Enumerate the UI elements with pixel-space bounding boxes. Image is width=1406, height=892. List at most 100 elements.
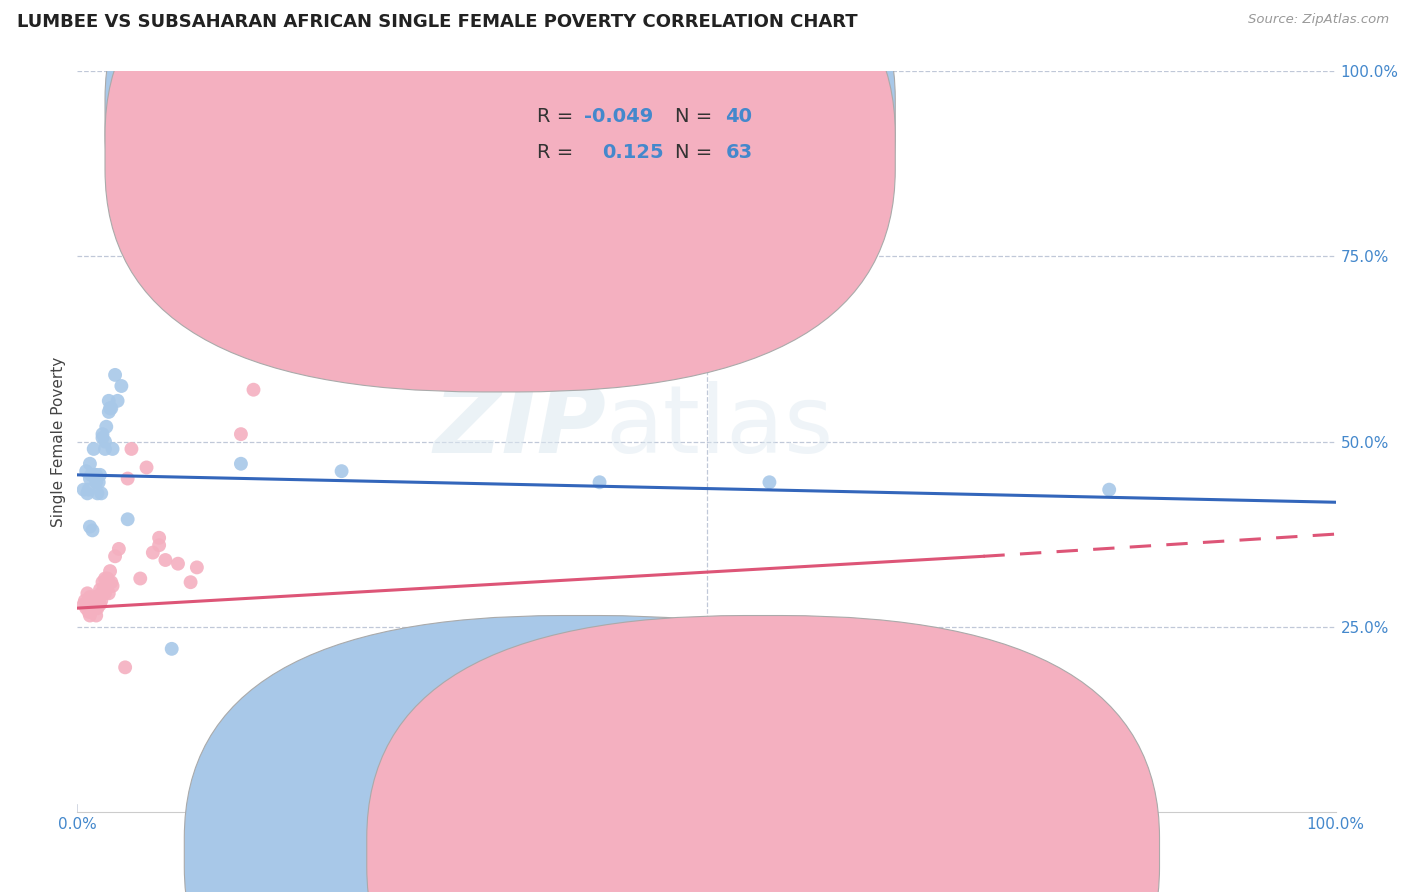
Point	[110, 379, 132, 393]
Point	[76, 486, 98, 500]
Point	[84, 608, 107, 623]
Point	[280, 698, 302, 712]
Point	[96, 419, 118, 434]
Point	[180, 575, 202, 590]
Point	[330, 464, 353, 478]
Point	[83, 598, 105, 612]
Point	[91, 431, 114, 445]
Point	[83, 442, 105, 456]
Point	[1098, 483, 1121, 497]
Point	[94, 572, 117, 586]
Point	[79, 457, 101, 471]
Point	[87, 590, 110, 604]
Point	[142, 546, 165, 560]
Point	[167, 557, 190, 571]
Point	[79, 471, 101, 485]
Point	[77, 483, 100, 497]
Text: 0.125: 0.125	[602, 143, 664, 161]
Point	[229, 457, 252, 471]
Point	[96, 579, 118, 593]
Point	[98, 564, 121, 578]
Point	[89, 598, 111, 612]
Point	[456, 698, 478, 712]
FancyBboxPatch shape	[105, 0, 896, 392]
Point	[79, 519, 101, 533]
Point	[148, 538, 170, 552]
Point	[101, 442, 124, 456]
Point	[80, 467, 103, 482]
Point	[86, 486, 108, 500]
Point	[160, 641, 183, 656]
Y-axis label: Single Female Poverty: Single Female Poverty	[51, 357, 66, 526]
Text: R =: R =	[537, 143, 579, 161]
Point	[77, 605, 100, 619]
Point	[97, 393, 120, 408]
Point	[80, 598, 103, 612]
Point	[186, 212, 208, 227]
Text: N =: N =	[675, 107, 718, 126]
Point	[94, 586, 117, 600]
Point	[91, 586, 114, 600]
Point	[82, 524, 104, 538]
Point	[107, 393, 129, 408]
Point	[135, 460, 157, 475]
Point	[84, 590, 107, 604]
Point	[86, 593, 108, 607]
Point	[93, 582, 115, 597]
Text: N =: N =	[675, 143, 718, 161]
FancyBboxPatch shape	[184, 615, 977, 892]
Point	[82, 601, 104, 615]
Point	[186, 560, 208, 574]
Point	[83, 601, 105, 615]
Point	[76, 586, 98, 600]
Point	[117, 512, 139, 526]
Point	[148, 531, 170, 545]
Point	[90, 586, 112, 600]
Point	[104, 368, 127, 382]
Point	[97, 405, 120, 419]
Point	[122, 219, 145, 234]
Point	[100, 401, 122, 416]
Point	[84, 467, 107, 482]
Point	[82, 593, 104, 607]
Point	[155, 553, 177, 567]
Text: ZIP: ZIP	[433, 381, 606, 473]
Point	[72, 598, 94, 612]
Point	[72, 483, 94, 497]
Point	[91, 575, 114, 590]
Point	[89, 467, 111, 482]
Point	[87, 475, 110, 490]
Point	[77, 593, 100, 607]
Point	[101, 579, 124, 593]
Point	[73, 593, 96, 607]
Point	[287, 686, 309, 700]
Point	[97, 586, 120, 600]
Point	[242, 383, 264, 397]
Text: Lumbee: Lumbee	[610, 844, 676, 862]
Point	[114, 660, 136, 674]
Point	[90, 593, 112, 607]
FancyBboxPatch shape	[105, 0, 896, 357]
Point	[80, 605, 103, 619]
Point	[84, 475, 107, 490]
Text: -0.049: -0.049	[585, 107, 654, 126]
Text: R =: R =	[537, 107, 579, 126]
Text: 63: 63	[725, 143, 752, 161]
Point	[79, 590, 101, 604]
Point	[120, 442, 142, 456]
Point	[97, 575, 120, 590]
Point	[89, 582, 111, 597]
Point	[94, 442, 117, 456]
Point	[108, 541, 131, 556]
Point	[75, 464, 97, 478]
Point	[305, 690, 328, 704]
Point	[758, 475, 780, 490]
Point	[84, 593, 107, 607]
Text: atlas: atlas	[606, 381, 834, 473]
Point	[100, 575, 122, 590]
Point	[75, 601, 97, 615]
Point	[84, 467, 107, 482]
Point	[117, 471, 139, 485]
Point	[588, 475, 610, 490]
Point	[104, 549, 127, 564]
